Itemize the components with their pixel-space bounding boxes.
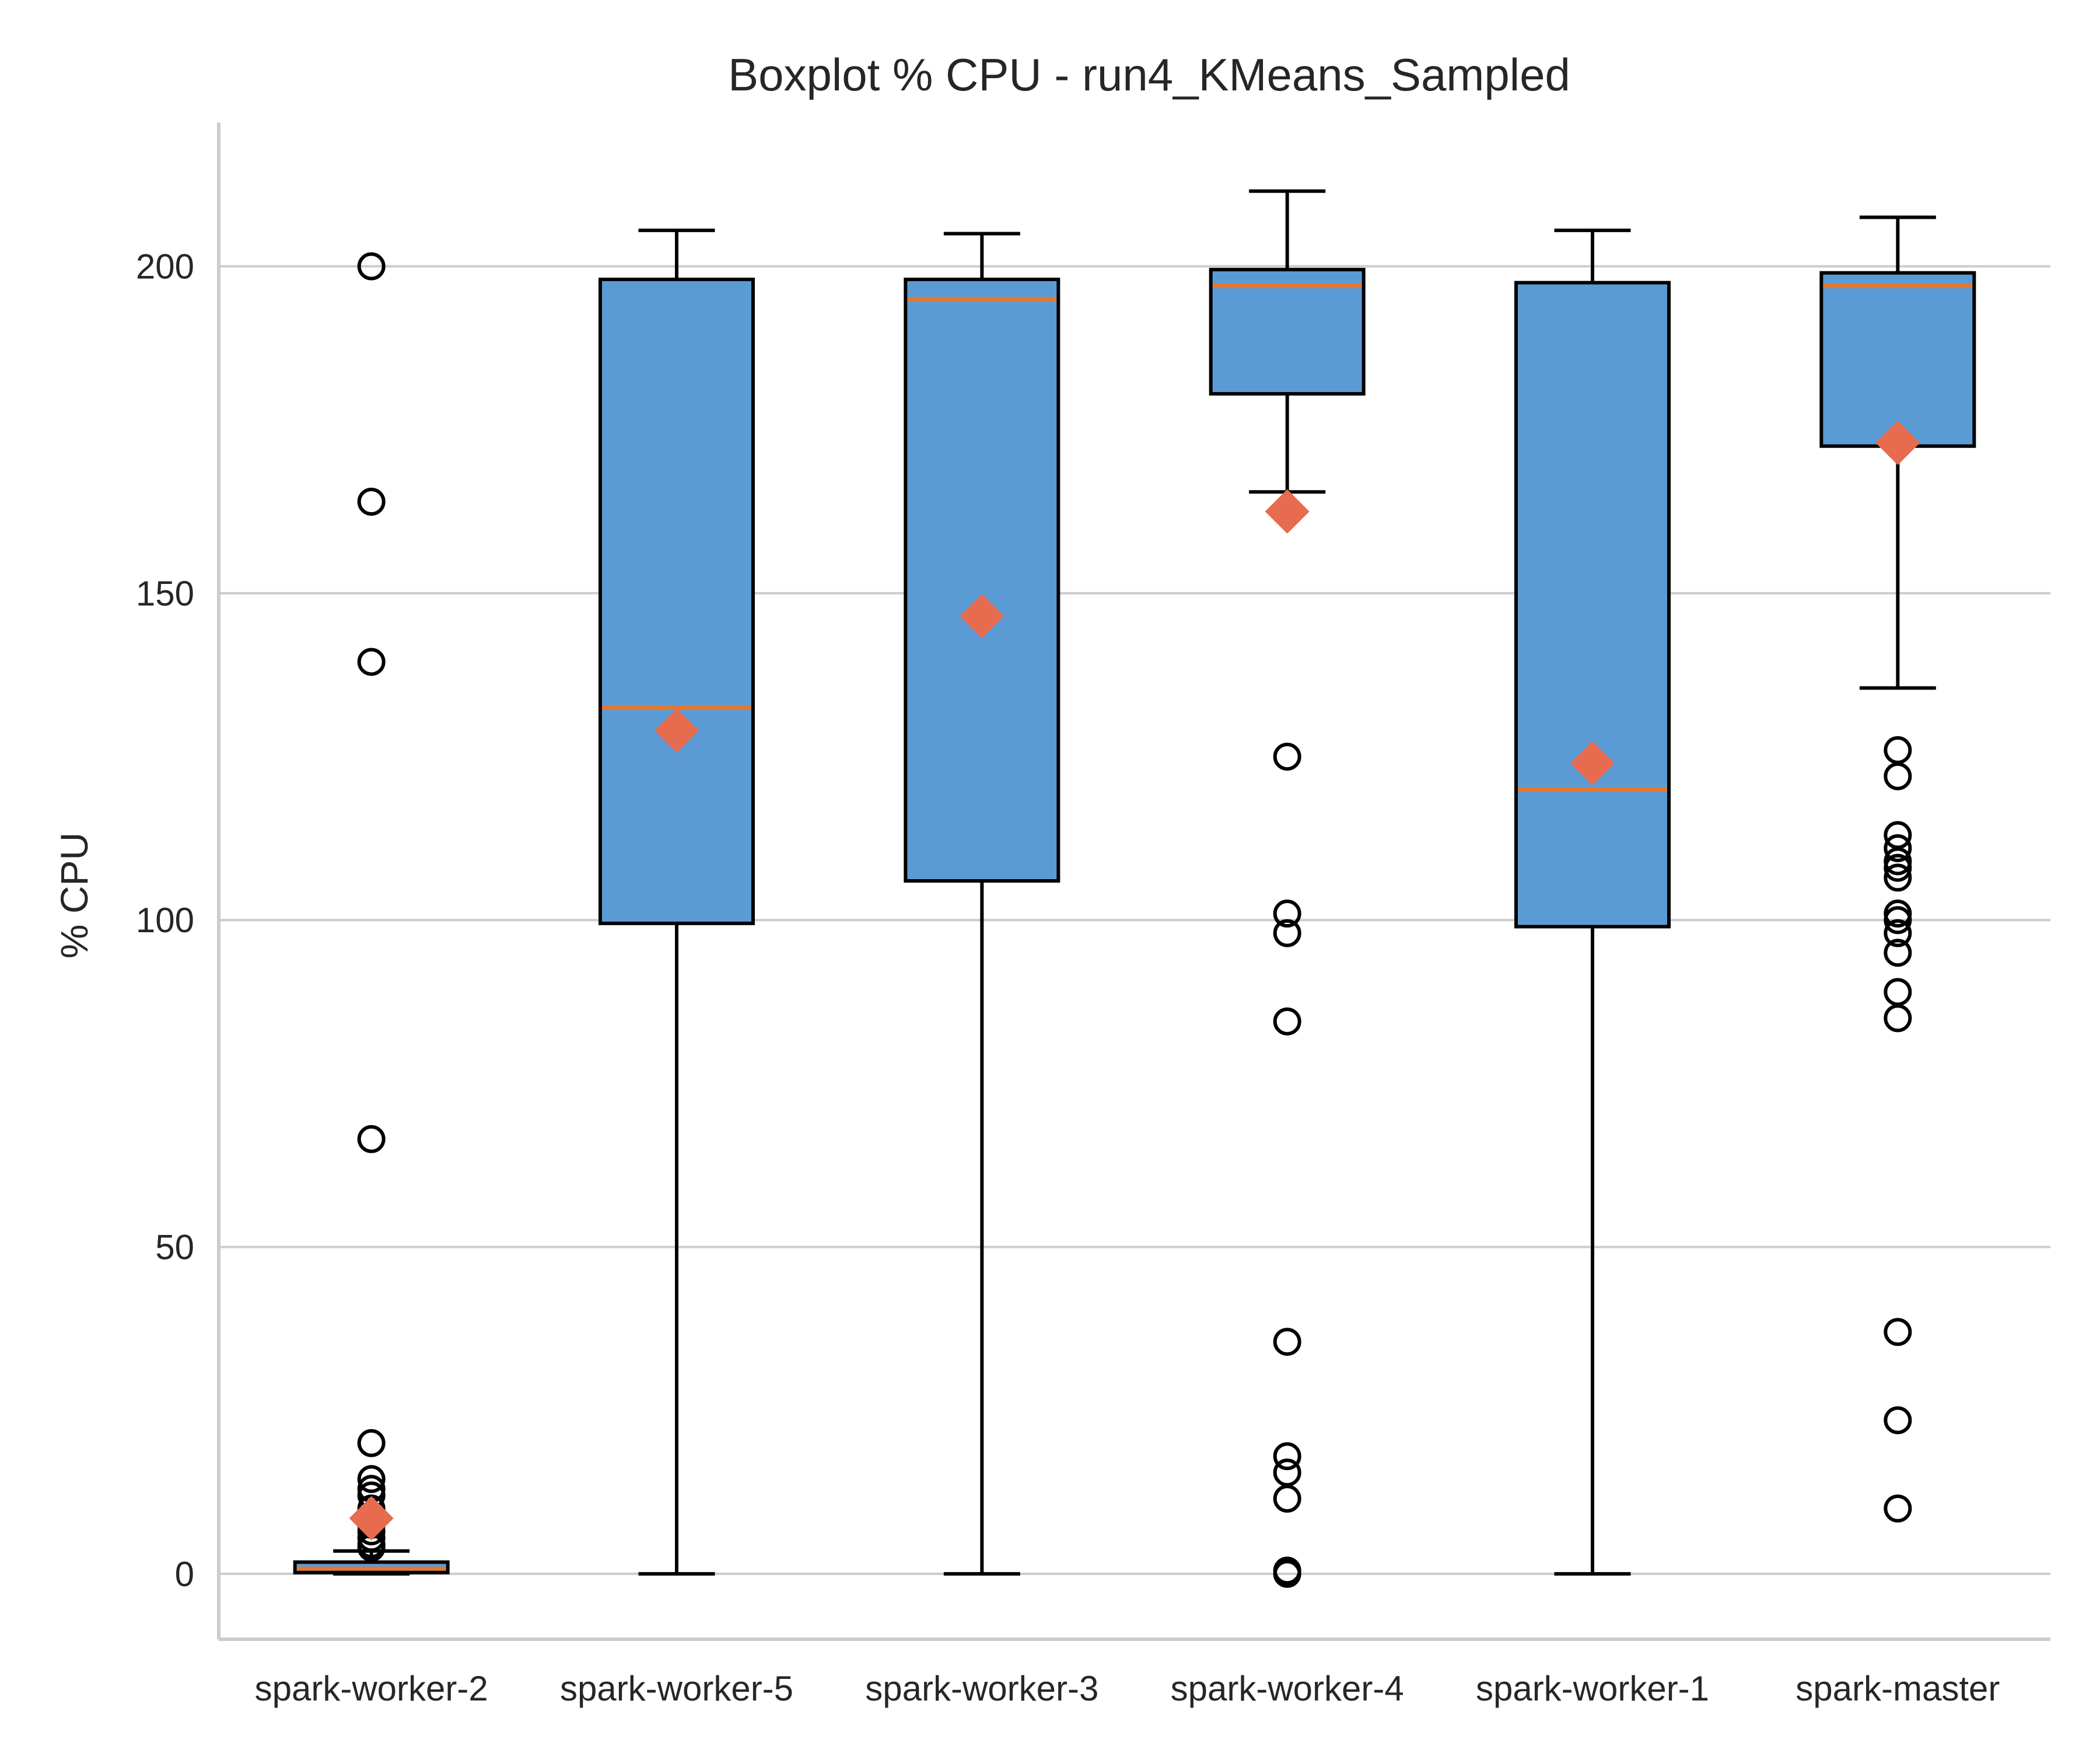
ticks-layer: 0 50 100 150 200 spark-worker-2 spark-worker-5… [136, 247, 2000, 1708]
mean-marker [349, 1496, 394, 1541]
x-tick-label: spark-worker-4 [1171, 1669, 1404, 1708]
outlier-point [357, 252, 386, 281]
outlier-point [1273, 1485, 1301, 1513]
outlier-point [357, 1125, 386, 1153]
box-group [1819, 215, 1976, 1523]
outlier-point [1884, 762, 1912, 790]
outlier-point [1884, 919, 1912, 947]
outlier-point [1273, 1559, 1301, 1588]
iqr-box [1819, 271, 1976, 448]
outlier-point [1884, 853, 1912, 882]
x-tick-label: spark-master [1796, 1669, 2000, 1708]
outlier-point [357, 488, 386, 516]
outlier-point [1273, 900, 1301, 928]
y-tick-label: 0 [175, 1555, 194, 1594]
y-axis-label: % CPU [52, 832, 96, 958]
outlier-point [1884, 978, 1912, 1006]
outlier-point [1273, 1442, 1301, 1471]
outlier-point [1884, 939, 1912, 967]
y-tick-label: 150 [136, 574, 194, 613]
y-tick-label: 50 [155, 1228, 194, 1267]
outlier-point [357, 1465, 386, 1493]
box-group [598, 228, 755, 1576]
outlier-point [1273, 743, 1301, 771]
mean-marker [1265, 489, 1310, 534]
outlier-point [1884, 736, 1912, 764]
mean-marker [654, 708, 699, 753]
iqr-box [1514, 281, 1671, 929]
box-group [1514, 228, 1671, 1576]
outlier-point [1884, 1494, 1912, 1523]
mean-marker [1875, 421, 1920, 466]
outlier-point [1273, 1007, 1301, 1035]
x-tick-label: spark-worker-5 [560, 1669, 793, 1708]
box-group [904, 232, 1060, 1576]
axes-layer [217, 123, 2050, 1641]
outlier-point [1884, 1004, 1912, 1033]
outlier-point [1273, 1328, 1301, 1356]
outlier-point [1884, 834, 1912, 862]
outlier-point [1884, 1318, 1912, 1346]
outlier-point [1884, 863, 1912, 892]
mean-marker [960, 594, 1005, 639]
x-tick-label: spark-worker-1 [1476, 1669, 1709, 1708]
iqr-box [598, 277, 755, 925]
iqr-box [1209, 268, 1366, 396]
outlier-point [1884, 1406, 1912, 1434]
outlier-point [357, 1429, 386, 1457]
box-group [293, 252, 450, 1576]
y-tick-label: 100 [136, 901, 194, 940]
boxes-layer [293, 189, 1976, 1588]
outlier-point [1884, 906, 1912, 935]
outlier-point [357, 648, 386, 676]
x-tick-label: spark-worker-2 [255, 1669, 488, 1708]
box-group [1209, 189, 1366, 1588]
grid-layer [219, 265, 2050, 1575]
x-tick-label: spark-worker-3 [865, 1669, 1098, 1708]
iqr-box [904, 277, 1060, 883]
mean-marker [1570, 741, 1615, 786]
outlier-point [1273, 919, 1301, 947]
y-tick-label: 200 [136, 247, 194, 286]
chart-title: Boxplot % CPU - run4_KMeans_Sampled [728, 49, 1570, 100]
outlier-point [1273, 1458, 1301, 1487]
